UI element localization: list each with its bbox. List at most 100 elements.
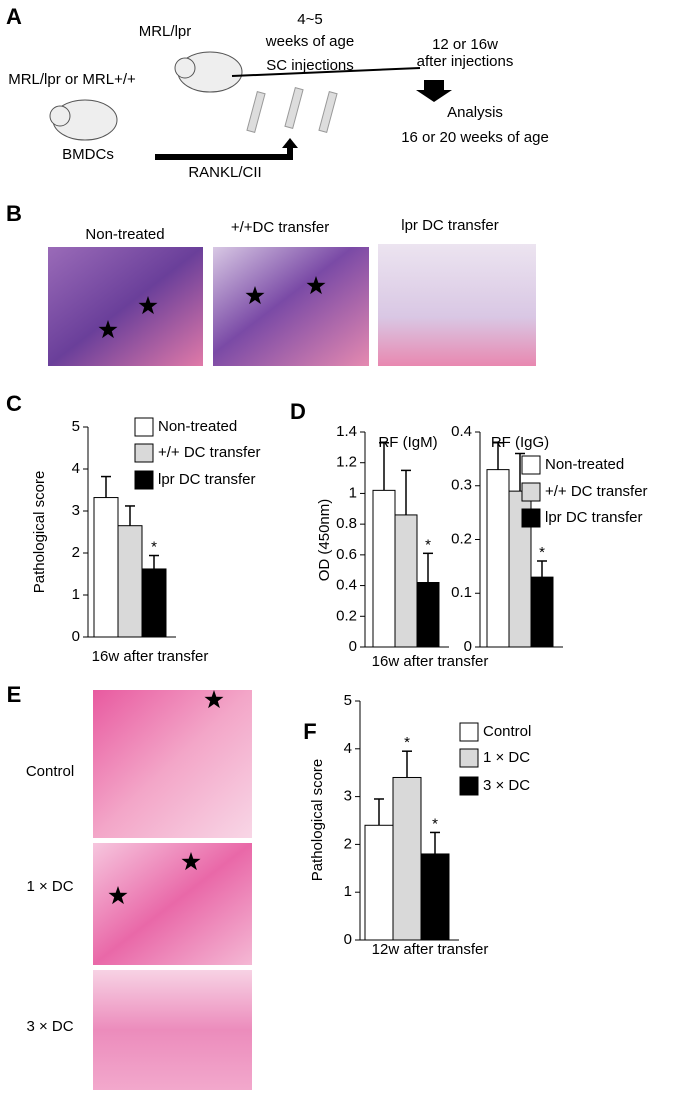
scheme-text: BMDCs [62,146,114,163]
scheme-text: Analysis [447,104,503,121]
y-tick-label: 0 [72,628,80,645]
mouse-icon [174,57,196,79]
image-label: 3 × DC [26,1018,73,1035]
x-category-label: 16w after transfer [92,648,209,665]
y-tick-label: 1 [72,586,80,603]
y-tick-label: 2 [72,544,80,561]
arrowhead [282,138,298,148]
significance-mark: * [151,538,157,555]
legend-label: lpr DC transfer [545,509,643,526]
y-tick-label: 0.8 [336,515,357,532]
bar [141,568,167,638]
y-tick-label: 5 [72,418,80,435]
y-axis-label: Pathological score [31,471,48,594]
chart-title: RF (IgM) [378,434,437,451]
y-tick-label: 2 [344,835,352,852]
histology-image [378,244,536,366]
histology-image [213,247,369,366]
image-title: +/+DC transfer [231,219,329,236]
timeline [231,67,421,77]
scheme-text: 16 or 20 weeks of age [401,129,549,146]
legend-label: 3 × DC [483,777,530,794]
pulse-arrow [155,146,293,160]
histology-image [93,843,252,965]
legend-swatch [134,417,154,437]
down-arrow [416,80,452,102]
syringes [246,87,338,133]
y-tick-label: 5 [344,692,352,709]
y-tick-label: 0.2 [451,530,472,547]
bar [508,490,532,648]
panel-b-images [48,244,536,366]
legend-label: +/+ DC transfer [545,483,648,500]
scheme-text: MRL/lpr or MRL+/+ [8,71,136,88]
y-tick-label: 1 [349,484,357,501]
y-tick-label: 0.1 [451,584,472,601]
legend-swatch [459,722,479,742]
legend-label: +/+ DC transfer [158,444,261,461]
scheme-text: RANKL/CII [188,164,261,181]
y-tick-label: 1.2 [336,454,357,471]
legend-swatch [459,748,479,768]
legend-swatch [459,776,479,796]
legend-swatch [134,443,154,463]
legend-label: 1 × DC [483,749,530,766]
bar [364,824,394,941]
panel-label: C [6,391,22,416]
significance-mark: * [425,536,431,553]
x-category-label: 16w after transfer [372,653,489,670]
panel-label: D [290,399,306,424]
y-tick-label: 0.4 [451,423,472,440]
bar [117,525,143,638]
significance-mark: * [539,544,545,561]
significance-mark: * [432,815,438,832]
bar [394,514,418,648]
bar [420,853,450,941]
panel-label: E [7,682,22,707]
y-tick-label: 4 [344,740,352,757]
histology-image [93,970,252,1090]
legend-label: Control [483,723,531,740]
y-tick-label: 4 [72,460,80,477]
scheme-text: 4~5 [297,11,322,28]
scheme-text: 12 or 16w [432,36,498,53]
legend-label: Non-treated [158,418,237,435]
legend-label: lpr DC transfer [158,471,256,488]
legend-label: Non-treated [545,456,624,473]
bar [93,497,119,638]
chart-title: RF (IgG) [491,434,549,451]
image-label: Control [26,763,74,780]
panel-label: A [6,4,22,29]
scheme-text: weeks of age [265,33,354,50]
histology-image [48,247,203,366]
bar [530,576,554,648]
scheme-text: after injections [417,53,514,70]
y-tick-label: 0.2 [336,607,357,624]
bar [372,489,396,648]
scheme-text: MRL/lpr [139,23,192,40]
significance-mark: * [404,734,410,751]
panel-label: B [6,201,22,226]
legend-swatch [521,455,541,475]
histology-image [93,690,252,838]
y-tick-label: 3 [344,788,352,805]
bar [392,776,422,941]
image-title: Non-treated [85,226,164,243]
panel-e-images [93,690,252,1090]
legend-swatch [521,482,541,502]
y-tick-label: 3 [72,502,80,519]
y-tick-label: 0.4 [336,577,357,594]
y-axis-label: OD (450nm) [316,499,333,582]
y-tick-label: 0 [349,638,357,655]
bar [416,582,440,648]
legend-swatch [134,470,154,490]
x-category-label: 12w after transfer [372,941,489,958]
image-label: 1 × DC [26,878,73,895]
panel-label: F [303,719,316,744]
panel-a [49,51,452,160]
y-axis-label: Pathological score [309,759,326,882]
y-tick-label: 1 [344,883,352,900]
y-tick-label: 0.6 [336,546,357,563]
y-tick-label: 1.4 [336,423,357,440]
